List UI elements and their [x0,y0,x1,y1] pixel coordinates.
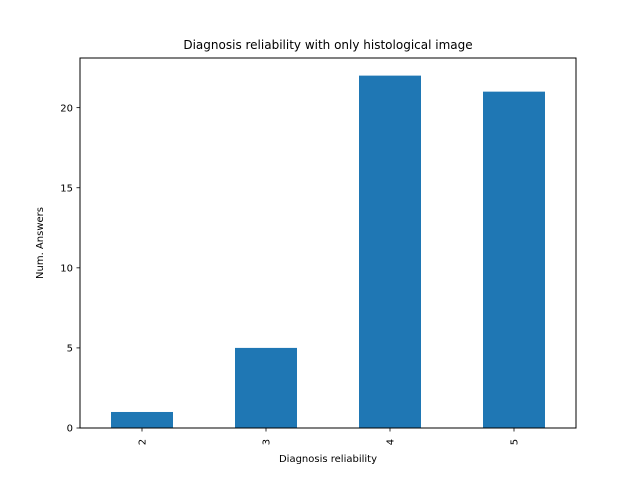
y-tick-label-0: 0 [67,424,73,435]
bar-3 [235,347,297,428]
x-axis-ticks: 2 3 4 5 [138,428,521,445]
bar-2 [111,411,173,428]
x-axis-label: Diagnosis reliability [279,454,377,465]
x-tick-label-4: 4 [386,439,397,445]
y-axis-ticks: 0 5 10 15 20 [60,103,80,435]
plot-frame [79,57,577,429]
bars-group [111,75,545,429]
y-tick-label-20: 20 [60,103,73,114]
y-tick-label-15: 15 [60,183,73,194]
bar-5 [483,91,545,428]
y-tick-label-5: 5 [67,344,73,355]
y-tick-label-10: 10 [60,263,73,274]
x-tick-label-2: 2 [138,439,149,445]
bar-4 [359,75,421,429]
x-tick-label-3: 3 [262,439,273,445]
chart-title: Diagnosis reliability with only histolog… [183,38,472,52]
y-axis-label: Num. Answers [35,207,46,279]
x-tick-label-5: 5 [510,439,521,445]
